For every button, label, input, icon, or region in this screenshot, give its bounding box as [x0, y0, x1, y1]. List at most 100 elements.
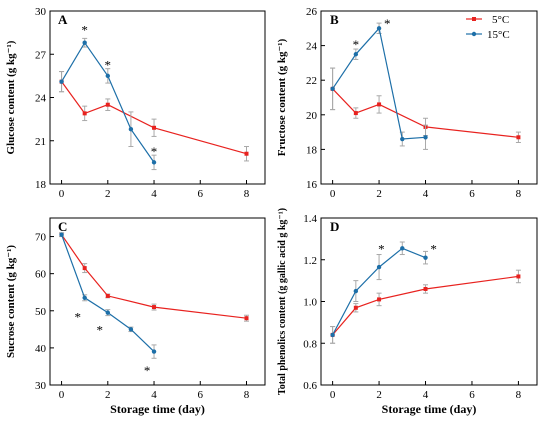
data-point — [152, 125, 157, 130]
y-axis-label: Fructose content (g kg⁻¹) — [276, 38, 288, 156]
x-tick-label: 6 — [198, 389, 204, 401]
x-tick-label: 2 — [105, 389, 111, 401]
significance-star: * — [96, 322, 103, 337]
y-tick-label: 60 — [35, 269, 47, 281]
x-tick-label: 4 — [423, 389, 429, 401]
x-tick-label: 0 — [330, 389, 336, 401]
data-point — [330, 86, 335, 92]
data-point — [82, 266, 87, 271]
data-point — [244, 151, 249, 156]
y-tick-label: 0.8 — [303, 338, 317, 350]
data-point — [423, 255, 428, 260]
x-tick-label: 2 — [105, 188, 111, 200]
data-point — [105, 73, 110, 79]
y-tick-label: 24 — [306, 41, 318, 53]
legend-marker-5c — [472, 17, 476, 21]
panel-label: B — [330, 12, 339, 27]
x-axis-label: Storage time (day) — [382, 402, 477, 416]
y-tick-label: 70 — [35, 232, 47, 244]
y-tick-label: 30 — [35, 6, 47, 18]
x-tick-label: 4 — [151, 188, 157, 200]
significance-star: * — [151, 144, 158, 159]
data-point — [330, 332, 335, 338]
x-axis-label: Storage time (day) — [110, 402, 205, 416]
y-tick-label: 50 — [35, 306, 47, 318]
series-15c — [330, 241, 429, 344]
series-line — [61, 234, 155, 353]
y-tick-label: 24 — [35, 93, 47, 105]
y-axis-label: Glucose content (g kg⁻¹) — [5, 40, 17, 154]
legend-label-5c: 5°C — [492, 14, 509, 26]
plot-frame — [320, 10, 538, 185]
data-point — [353, 52, 359, 57]
data-point — [59, 79, 64, 84]
y-tick-label: 18 — [35, 179, 47, 191]
data-point — [516, 274, 521, 279]
x-tick-label: 0 — [59, 188, 65, 200]
x-tick-label: 8 — [244, 188, 250, 200]
data-point — [423, 135, 428, 140]
panel-label: C — [58, 219, 67, 234]
x-tick-label: 8 — [516, 389, 522, 401]
data-point — [151, 349, 157, 354]
x-tick-label: 2 — [376, 389, 382, 401]
data-point — [353, 288, 359, 294]
x-tick-label: 6 — [469, 389, 475, 401]
data-point — [400, 136, 405, 142]
y-tick-label: 1.0 — [303, 297, 317, 309]
significance-star: * — [105, 57, 112, 72]
data-point — [376, 26, 382, 31]
series-line — [332, 27, 426, 140]
data-point — [353, 305, 358, 310]
data-point — [82, 40, 87, 45]
y-tick-label: 30 — [35, 380, 47, 392]
y-tick-label: 27 — [35, 49, 47, 61]
y-axis-label: Total phenolics content (g gallic acid g… — [277, 208, 288, 395]
y-tick-label: 1.4 — [303, 213, 317, 225]
y-axis-label: Sucrose content (g kg⁻¹) — [5, 245, 17, 358]
y-tick-label: 18 — [306, 144, 318, 156]
series-5c — [330, 269, 521, 344]
x-tick-label: 0 — [330, 188, 336, 200]
data-point — [105, 310, 110, 315]
x-tick-label: 6 — [469, 188, 475, 200]
data-point — [128, 127, 134, 132]
data-point — [152, 305, 157, 310]
data-point — [105, 293, 110, 298]
x-tick-label: 4 — [423, 188, 429, 200]
y-tick-label: 21 — [35, 136, 46, 148]
data-point — [82, 295, 87, 300]
series-15c — [59, 37, 157, 171]
series-15c — [59, 232, 157, 359]
significance-star: * — [353, 37, 360, 52]
x-tick-label: 8 — [244, 389, 250, 401]
data-point — [59, 232, 64, 237]
legend: 5°C 15°C — [466, 14, 510, 41]
significance-star: * — [144, 363, 151, 378]
data-point — [423, 286, 428, 291]
plot-frame — [49, 217, 266, 386]
y-tick-label: 0.6 — [303, 380, 317, 392]
significance-star: * — [74, 309, 81, 324]
y-tick-label: 40 — [35, 343, 47, 355]
x-tick-label: 4 — [151, 389, 157, 401]
significance-star: * — [430, 241, 437, 256]
data-point — [151, 160, 157, 165]
y-tick-label: 20 — [306, 110, 318, 122]
legend-marker-15c — [471, 31, 477, 37]
panel-c-sucrose: 0 2 4 6 8 30 40 50 60 70 C Sucrose content (g kg⁻¹)… — [5, 217, 266, 416]
data-point — [82, 111, 87, 116]
significance-star: * — [81, 23, 88, 38]
data-point — [377, 297, 382, 302]
data-point — [400, 246, 405, 251]
x-tick-label: 6 — [198, 188, 204, 200]
panel-d-phenolics: 0 2 4 6 8 0.6 0.8 1.0 1.2 1.4 D Total phenolics con… — [277, 208, 538, 416]
x-tick-label: 2 — [376, 188, 382, 200]
series-15c — [330, 22, 429, 150]
data-point — [516, 135, 521, 140]
data-point — [244, 316, 249, 321]
y-tick-label: 1.2 — [303, 255, 317, 267]
